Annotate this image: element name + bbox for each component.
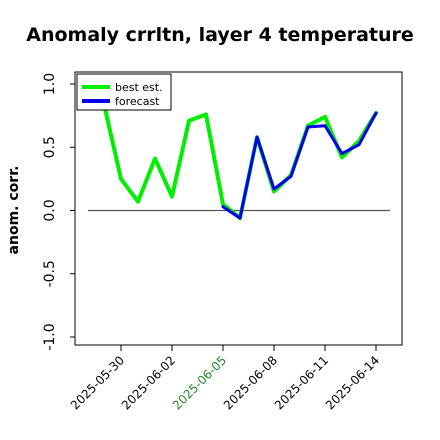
legend-label-forecast: forecast — [115, 95, 160, 108]
series-layer — [102, 102, 378, 221]
y-tick-label: 1.0 — [42, 73, 58, 95]
y-tick-label: 0.5 — [42, 136, 58, 158]
x-tick-label: 2025-06-05 — [170, 353, 229, 412]
y-axis-label: anom. corr. — [6, 166, 22, 255]
x-tick-label: 2025-05-30 — [68, 353, 127, 412]
y-tick-label: -1.0 — [42, 323, 58, 350]
x-tick-label: 2025-06-14 — [323, 353, 382, 412]
x-tick-label: 2025-06-08 — [221, 353, 280, 412]
x-tick-label: 2025-06-11 — [272, 353, 331, 412]
y-axis: -1.0 -0.5 0.0 0.5 1.0 — [42, 73, 75, 351]
x-tick-label: 2025-06-02 — [119, 353, 178, 412]
plot-area — [74, 71, 403, 346]
legend-box — [76, 73, 172, 111]
x-axis: 2025-05-302025-06-022025-06-052025-06-08… — [68, 345, 382, 412]
y-tick-label: -0.5 — [42, 260, 58, 287]
y-tick-label: 0.0 — [42, 199, 58, 221]
series-line-forecast — [221, 111, 378, 220]
legend: best est. forecast — [76, 73, 172, 111]
legend-label-best-est: best est. — [115, 81, 163, 94]
chart-title: Anomaly crrltn, layer 4 temperature — [26, 24, 414, 46]
